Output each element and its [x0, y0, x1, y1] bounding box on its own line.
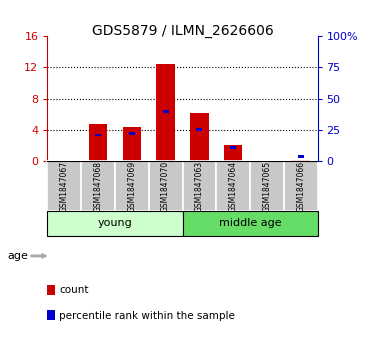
Bar [129, 132, 135, 135]
Bar [47, 161, 81, 211]
Bar [291, 159, 310, 161]
Bar [190, 113, 209, 161]
Bar [250, 161, 284, 211]
Text: count: count [59, 285, 89, 295]
Text: GSM1847068: GSM1847068 [93, 160, 103, 212]
Text: age: age [7, 251, 28, 261]
Bar [182, 161, 216, 211]
Bar [156, 64, 175, 161]
Bar [297, 155, 304, 158]
Text: GDS5879 / ILMN_2626606: GDS5879 / ILMN_2626606 [92, 24, 273, 38]
Bar [162, 110, 169, 113]
Bar [216, 161, 250, 211]
Text: GSM1847063: GSM1847063 [195, 160, 204, 212]
Text: young: young [97, 219, 132, 228]
Bar [224, 146, 242, 161]
Bar [115, 161, 149, 211]
Bar [196, 128, 203, 131]
Bar [230, 146, 236, 149]
Bar [81, 161, 115, 211]
Text: percentile rank within the sample: percentile rank within the sample [59, 311, 235, 321]
Text: GSM1847065: GSM1847065 [262, 160, 272, 212]
Text: GSM1847064: GSM1847064 [228, 160, 238, 212]
Bar [89, 124, 107, 161]
Bar [47, 211, 182, 236]
Bar [95, 134, 101, 136]
Bar [182, 211, 318, 236]
Text: middle age: middle age [219, 219, 281, 228]
Text: GSM1847067: GSM1847067 [60, 160, 69, 212]
Text: GSM1847070: GSM1847070 [161, 160, 170, 212]
Text: GSM1847069: GSM1847069 [127, 160, 137, 212]
Bar [123, 127, 141, 161]
Bar [149, 161, 182, 211]
Bar [284, 161, 318, 211]
Text: GSM1847066: GSM1847066 [296, 160, 305, 212]
